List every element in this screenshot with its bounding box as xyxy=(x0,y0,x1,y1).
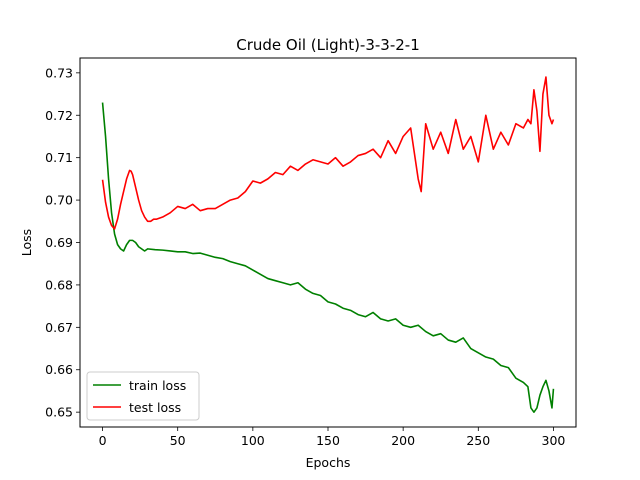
x-tick-label: 150 xyxy=(316,433,340,448)
series-line-train-loss xyxy=(101,102,555,413)
plot-area xyxy=(101,76,555,413)
y-axis-label: Loss xyxy=(19,229,34,256)
y-tick-label: 0.68 xyxy=(45,277,73,292)
y-tick-label: 0.70 xyxy=(45,193,73,208)
legend-box xyxy=(86,371,200,421)
x-tick-label: 300 xyxy=(542,433,566,448)
y-tick-label: 0.69 xyxy=(45,235,73,250)
y-tick-label: 0.73 xyxy=(45,65,73,80)
y-tick-label: 0.71 xyxy=(45,150,73,165)
legend-label-test-loss: test loss xyxy=(129,400,181,415)
y-tick-label: 0.72 xyxy=(45,108,73,123)
x-tick-label: 50 xyxy=(170,433,186,448)
x-tick-label: 0 xyxy=(99,433,107,448)
chart-title: Crude Oil (Light)-3-3-2-1 xyxy=(236,36,420,54)
x-axis-label: Epochs xyxy=(306,455,351,470)
x-tick-label: 200 xyxy=(391,433,415,448)
y-axis: 0.65 0.66 0.67 0.68 0.69 0.70 0.71 0.72 0.73 xyxy=(45,65,80,420)
legend-label-train-loss: train loss xyxy=(129,378,186,393)
legend: train loss test loss xyxy=(86,371,200,421)
y-tick-label: 0.66 xyxy=(45,362,73,377)
x-tick-label: 250 xyxy=(466,433,490,448)
y-tick-label: 0.65 xyxy=(45,405,73,420)
y-tick-label: 0.67 xyxy=(45,320,73,335)
series-line-test-loss xyxy=(101,76,555,230)
x-axis: 0 50 100 150 200 250 300 xyxy=(99,427,566,448)
x-tick-label: 100 xyxy=(241,433,265,448)
